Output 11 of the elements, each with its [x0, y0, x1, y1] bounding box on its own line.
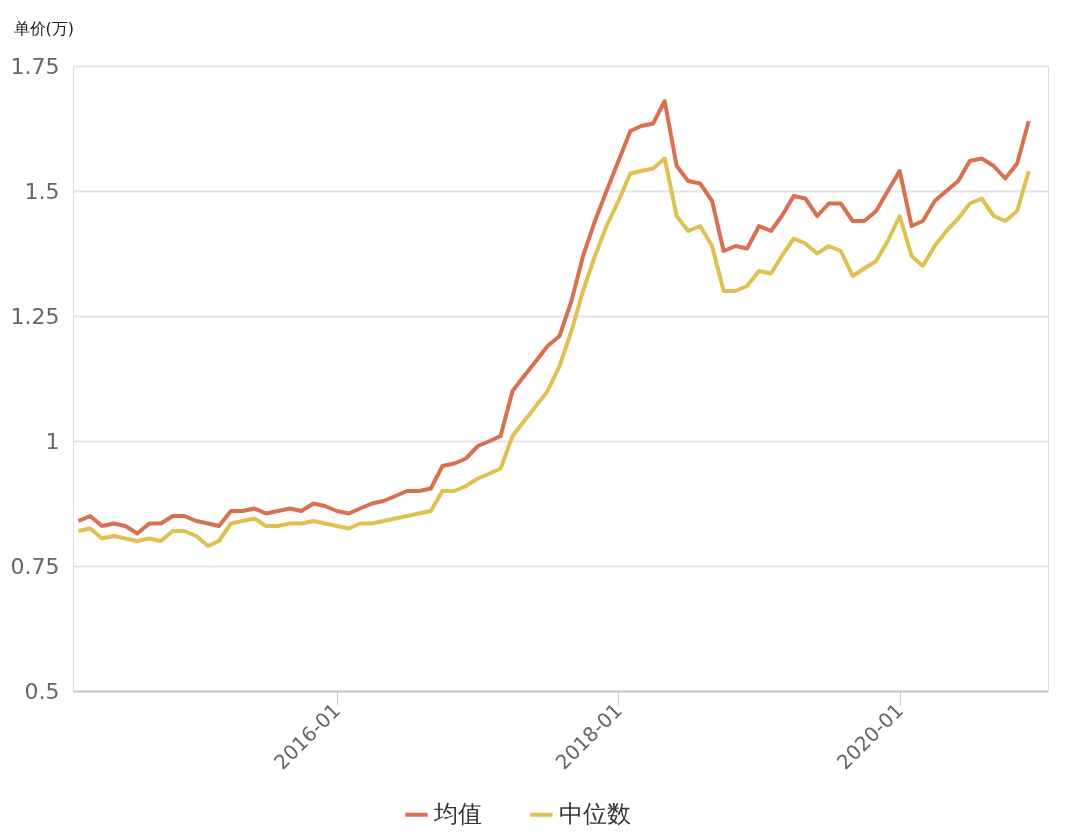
y-tick-label: 0.75 [10, 553, 60, 579]
legend-label: 中位数 [559, 799, 631, 828]
y-tick-label: 1.25 [10, 303, 60, 329]
legend-label: 均值 [433, 799, 482, 828]
line-series [76, 156, 1031, 548]
y-tick-label: 1.75 [10, 53, 60, 79]
line-series [76, 99, 1031, 536]
y-tick-label: 1.5 [24, 178, 60, 204]
y-tick-label: 1 [45, 428, 60, 454]
y-axis-title: 单价(万) [13, 18, 74, 38]
y-tick-label: 0.5 [24, 678, 60, 704]
